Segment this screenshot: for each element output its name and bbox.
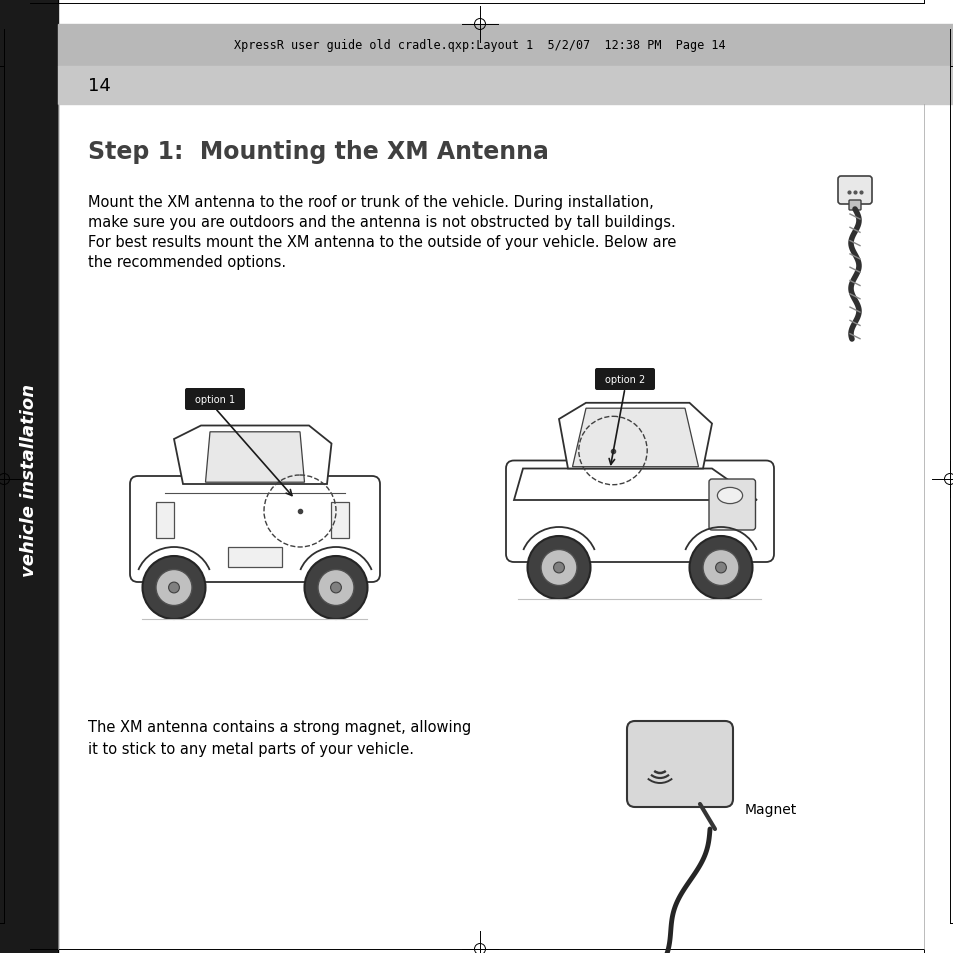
Text: Magnet: Magnet [744,802,797,816]
Text: Mount the XM antenna to the roof or trunk of the vehicle. During installation,: Mount the XM antenna to the roof or trun… [88,194,653,210]
Bar [331,502,349,538]
Bar [156,502,173,538]
FancyBboxPatch shape [130,476,379,582]
Bar [58,25,953,67]
Text: option 1: option 1 [194,395,234,405]
Polygon shape [514,469,757,500]
Bar [58,67,953,105]
FancyBboxPatch shape [626,721,732,807]
Circle shape [715,562,725,574]
Text: make sure you are outdoors and the antenna is not obstructed by tall buildings.: make sure you are outdoors and the anten… [88,214,675,230]
Bar [228,547,282,567]
Text: the recommended options.: the recommended options. [88,254,286,270]
FancyBboxPatch shape [185,389,245,411]
Circle shape [540,550,577,586]
Circle shape [689,537,752,599]
Circle shape [702,550,739,586]
Circle shape [527,537,590,599]
FancyBboxPatch shape [595,369,655,391]
Polygon shape [558,403,711,469]
Polygon shape [173,426,331,484]
Circle shape [142,557,205,619]
Circle shape [553,562,564,574]
FancyBboxPatch shape [848,201,861,211]
Circle shape [331,582,341,594]
Bar [0,0,58,953]
Ellipse shape [717,488,741,504]
Circle shape [156,570,192,606]
FancyBboxPatch shape [837,177,871,205]
Circle shape [304,557,367,619]
Text: 14: 14 [88,77,111,95]
Text: vehicle installation: vehicle installation [20,383,38,576]
Polygon shape [572,409,698,467]
Text: Step 1:  Mounting the XM Antenna: Step 1: Mounting the XM Antenna [88,140,548,164]
Circle shape [169,582,179,594]
Text: XpressR user guide old cradle.qxp:Layout 1  5/2/07  12:38 PM  Page 14: XpressR user guide old cradle.qxp:Layout… [233,39,725,52]
FancyBboxPatch shape [708,479,755,531]
Text: option 2: option 2 [604,375,644,385]
Text: The XM antenna contains a strong magnet, allowing: The XM antenna contains a strong magnet,… [88,720,471,734]
Text: For best results mount the XM antenna to the outside of your vehicle. Below are: For best results mount the XM antenna to… [88,234,676,250]
Circle shape [317,570,354,606]
Polygon shape [205,433,304,482]
FancyBboxPatch shape [505,461,773,562]
Text: it to stick to any metal parts of your vehicle.: it to stick to any metal parts of your v… [88,741,414,757]
